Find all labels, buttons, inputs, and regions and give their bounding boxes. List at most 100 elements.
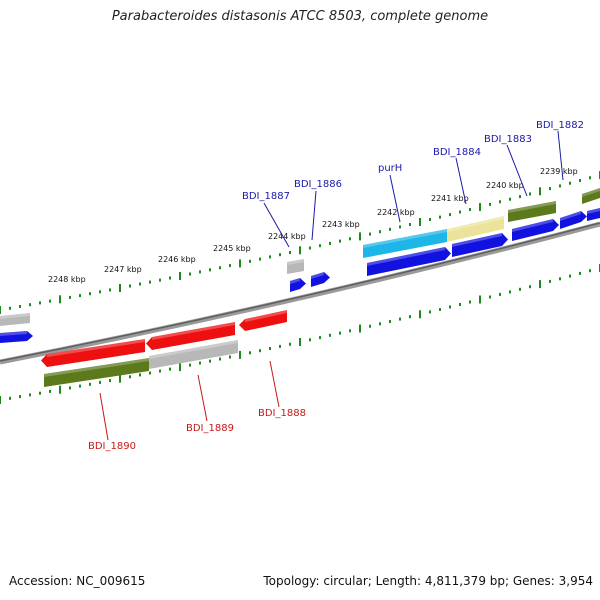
tick-mark — [249, 351, 251, 355]
scale-label-2248: 2248 kbp — [48, 275, 86, 284]
tick-mark — [0, 396, 1, 404]
tick-mark — [329, 241, 331, 245]
gene-bar-olive-bdi1883[interactable] — [508, 201, 556, 222]
gene-bar-blue-bdi1883[interactable] — [512, 219, 559, 241]
tick-mark — [119, 374, 121, 383]
scale-label-2241: 2241 kbp — [431, 194, 469, 203]
scale-label-2239: 2239 kbp — [540, 167, 578, 176]
tick-mark — [29, 393, 31, 397]
gene-label-bdi1890[interactable]: BDI_1890 — [88, 441, 136, 452]
tick-mark — [9, 306, 11, 310]
tick-mark — [559, 277, 561, 281]
gene-label-bdi1889[interactable]: BDI_1889 — [186, 423, 234, 434]
gene-label-bdi1882[interactable]: BDI_1882 — [536, 120, 584, 131]
gene-bar-olive-bdi1890[interactable] — [44, 358, 149, 387]
tick-mark — [169, 367, 171, 371]
tick-mark — [239, 350, 241, 359]
tick-mark — [409, 315, 411, 319]
tick-mark — [529, 192, 531, 196]
tick-mark — [579, 179, 581, 182]
gene-label-bdi1888[interactable]: BDI_1888 — [258, 408, 306, 419]
tick-mark — [299, 246, 301, 255]
tick-mark — [139, 282, 141, 286]
gene-bar-gray-bdi1887[interactable] — [287, 259, 304, 274]
tick-mark — [309, 338, 311, 342]
accession-text: Accession: NC_009615 — [9, 574, 146, 588]
gene-bar-blue-bdi1887[interactable] — [290, 278, 306, 292]
tick-mark — [219, 357, 221, 361]
scale-label-2244: 2244 kbp — [268, 232, 306, 241]
gene-label-bdi1887[interactable]: BDI_1887 — [242, 191, 290, 202]
tick-mark — [199, 270, 201, 274]
gene-bar-cyan-purh[interactable] — [363, 229, 447, 258]
tick-mark — [369, 324, 371, 328]
tick-marks — [0, 171, 600, 404]
tick-mark — [429, 310, 431, 314]
tick-mark — [279, 344, 281, 348]
gene-label-bdi1884[interactable]: BDI_1884 — [433, 147, 481, 158]
tick-mark — [419, 218, 421, 226]
gene-label-bdi1886[interactable]: BDI_1886 — [294, 179, 342, 190]
tick-mark — [129, 284, 131, 288]
gene-bar-red-bdi1888[interactable] — [239, 310, 287, 331]
map-title: Parabacteroides distasonis ATCC 8503, co… — [111, 9, 489, 24]
tick-mark — [449, 213, 451, 217]
gene-bar-red-bdi1890[interactable] — [41, 339, 145, 367]
tick-mark — [229, 355, 231, 359]
gene-label-bdi1883[interactable]: BDI_1883 — [484, 134, 532, 145]
tick-mark — [299, 338, 301, 346]
tick-mark — [349, 329, 351, 333]
tick-mark — [19, 305, 21, 308]
tick-mark — [29, 303, 31, 307]
gene-label-purh[interactable]: purH — [378, 163, 402, 174]
tick-mark — [9, 396, 11, 400]
tick-mark — [199, 361, 201, 365]
tick-mark — [479, 295, 481, 304]
tick-mark — [39, 391, 41, 395]
tick-mark — [229, 264, 231, 268]
tick-mark — [589, 176, 591, 180]
tick-mark — [379, 230, 381, 234]
tick-mark — [359, 232, 361, 241]
tick-mark — [329, 333, 331, 337]
tick-mark — [269, 347, 271, 350]
tick-mark — [219, 266, 221, 270]
tick-mark — [399, 317, 401, 321]
tick-mark — [309, 246, 311, 250]
tick-mark — [249, 259, 251, 263]
tick-mark — [549, 279, 551, 283]
tick-mark — [159, 278, 161, 282]
gene-features — [0, 188, 600, 387]
gene-bar-blue-edge[interactable] — [587, 208, 600, 221]
genome-backbone — [0, 221, 600, 365]
tick-mark — [389, 320, 391, 323]
gene-bar-khaki[interactable] — [447, 216, 504, 242]
tick-mark — [439, 308, 441, 311]
tick-mark — [109, 288, 111, 292]
tick-mark — [129, 375, 131, 379]
gene-bar-blue-left[interactable] — [0, 331, 33, 343]
tick-mark — [339, 239, 341, 243]
tick-mark — [69, 386, 71, 390]
tick-mark — [79, 384, 81, 388]
tick-mark — [259, 349, 261, 353]
gene-bar-gray-left[interactable] — [0, 313, 30, 326]
gene-bar-blue-bdi1882[interactable] — [560, 211, 587, 229]
gene-bar-olive-edge[interactable] — [582, 188, 600, 204]
tick-mark — [579, 271, 581, 275]
tick-mark — [189, 363, 191, 367]
tick-mark — [399, 225, 401, 229]
gene-bar-blue-bdi1886[interactable] — [311, 272, 330, 287]
tick-mark — [49, 299, 51, 303]
tick-mark — [49, 389, 51, 393]
tick-mark — [389, 227, 391, 231]
gene-bar-blue-purh[interactable] — [367, 247, 451, 276]
gene-bar-gray-bdi1889[interactable] — [149, 340, 238, 369]
tick-mark — [499, 292, 501, 296]
gene-bar-red-bdi1889[interactable] — [146, 322, 235, 350]
gene-bar-blue-bdi1884[interactable] — [452, 233, 508, 257]
tick-mark — [509, 290, 511, 294]
tick-mark — [149, 280, 151, 284]
tick-mark — [79, 294, 81, 298]
